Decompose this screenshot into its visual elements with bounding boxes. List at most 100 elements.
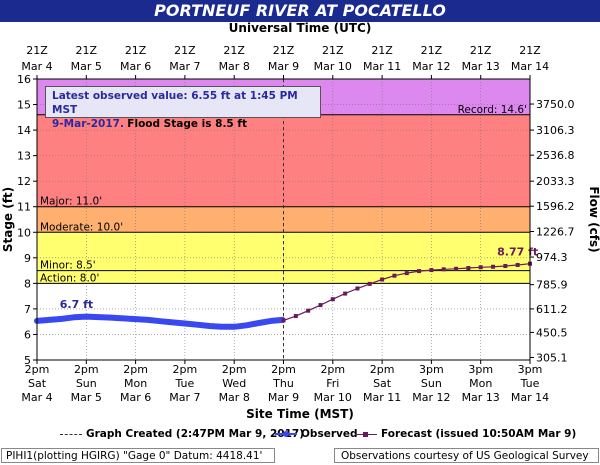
forecast-legend: Forecast (issued 10:50AM Mar 9) (355, 428, 576, 440)
top-tick-hour: 21Z (223, 44, 245, 57)
y-tick-label: 12 (17, 175, 31, 188)
flow-tick-label: 2536.8 (536, 149, 575, 162)
flow-tick-label: 3106.3 (536, 124, 575, 137)
flood-stage-text: Flood Stage is 8.5 ft (127, 118, 247, 130)
bottom-tick-time: 2pm (370, 363, 395, 376)
forecast-point (429, 268, 434, 273)
threshold-label: Record: 14.6' (458, 104, 527, 116)
observed-point (145, 317, 151, 323)
latest-observed-date: 9-Mar-2017. (52, 118, 124, 130)
forecast-point (392, 273, 397, 278)
top-tick-date: Mar 7 (169, 60, 200, 73)
forecast-point (293, 314, 298, 319)
observed-label: Observed (301, 428, 358, 440)
y-tick-label: 9 (24, 252, 31, 265)
top-tick-hour: 21Z (470, 44, 492, 57)
y-tick-label: 11 (17, 201, 31, 214)
bottom-tick-date: Mar 4 (21, 391, 52, 404)
top-tick-date: Mar 10 (314, 60, 352, 73)
flow-tick-label: 611.2 (536, 303, 568, 316)
y-tick-label: 10 (17, 226, 31, 239)
top-tick-hour: 21Z (125, 44, 147, 57)
top-tick-hour: 21Z (174, 44, 196, 57)
observed-point (157, 318, 163, 324)
observed-swatch (275, 431, 297, 437)
flow-tick-label: 785.9 (536, 279, 568, 292)
bottom-tick-date: Mar 8 (219, 391, 250, 404)
forecast-point (454, 266, 459, 271)
latest-observed-text: Latest observed value: 6.55 ft at 1:45 P… (52, 90, 298, 116)
flow-tick-label: 1226.7 (536, 226, 575, 239)
top-tick-hour: 21Z (26, 44, 48, 57)
top-tick-date: Mar 13 (462, 60, 500, 73)
observed-point (244, 322, 250, 328)
bottom-tick-time: 2pm (74, 363, 99, 376)
title-bar: PORTNEUF RIVER AT POCATELLO (0, 0, 600, 22)
bottom-tick-date: Mar 12 (412, 391, 450, 404)
top-tick-date: Mar 11 (363, 60, 401, 73)
bottom-tick-day: Thu (272, 377, 294, 390)
observed-point (194, 322, 200, 328)
observed-point (219, 324, 225, 330)
footer-datum-box: PIHI1(plotting HGIRG) "Gage 0" Datum: 44… (1, 448, 275, 463)
bottom-tick-date: Mar 14 (511, 391, 549, 404)
observed-point (268, 318, 274, 324)
x-axis-title: Site Time (MST) (246, 407, 354, 421)
observed-point (108, 315, 114, 321)
bottom-tick-date: Mar 7 (169, 391, 200, 404)
observed-point (120, 315, 126, 321)
forecast-swatch (355, 431, 377, 437)
bottom-tick-day: Wed (222, 377, 246, 390)
bottom-tick-day: Sat (28, 377, 47, 390)
flood-stage-line: 9-Mar-2017. Flood Stage is 8.5 ft (52, 117, 314, 131)
bottom-tick-time: 2pm (222, 363, 247, 376)
top-tick-hour: 21Z (76, 44, 98, 57)
threshold-label: Minor: 8.5' (40, 260, 96, 272)
forecast-point (343, 291, 348, 296)
observed-point (170, 319, 176, 325)
threshold-label: Moderate: 10.0' (40, 221, 123, 233)
top-tick-date: Mar 8 (219, 60, 250, 73)
threshold-label: Action: 8.0' (40, 272, 99, 284)
y-tick-label: 6 (24, 328, 31, 341)
flow-tick-label: 305.1 (536, 351, 568, 364)
info-box: Latest observed value: 6.55 ft at 1:45 P… (45, 86, 321, 130)
top-tick-hour: 21Z (421, 44, 443, 57)
top-tick-date: Mar 14 (511, 60, 549, 73)
y-tick-label: 5 (24, 354, 31, 367)
bottom-tick-time: 3pm (518, 363, 543, 376)
bottom-tick-date: Mar 13 (462, 391, 500, 404)
forecast-label: Forecast (issued 10:50AM Mar 9) (381, 428, 577, 440)
top-tick-date: Mar 4 (21, 60, 52, 73)
y-tick-label: 14 (17, 124, 31, 137)
forecast-value-label: 8.77 ft (497, 246, 538, 259)
y-tick-label: 15 (17, 99, 31, 112)
flow-tick-label: 1596.2 (536, 200, 575, 213)
forecast-point (503, 263, 508, 268)
flow-tick-label: 2033.3 (536, 175, 575, 188)
courtesy-text: Observations courtesy of US Geological S… (341, 450, 589, 462)
top-tick-hour: 21Z (371, 44, 393, 57)
y-tick-label: 7 (24, 303, 31, 316)
top-tick-hour: 21Z (519, 44, 541, 57)
observed-point (231, 324, 237, 330)
bottom-tick-date: Mar 11 (363, 391, 401, 404)
flow-tick-label: 3750.0 (536, 98, 575, 111)
bottom-tick-day: Sun (421, 377, 442, 390)
bottom-tick-time: 2pm (123, 363, 148, 376)
observed-legend: Observed (275, 428, 357, 440)
forecast-point (417, 269, 422, 274)
bottom-tick-time: 2pm (173, 363, 198, 376)
forecast-point (281, 318, 286, 323)
bottom-tick-date: Mar 6 (120, 391, 151, 404)
observed-point (71, 314, 77, 320)
bottom-tick-time: 3pm (419, 363, 444, 376)
bottom-tick-day: Tue (520, 377, 540, 390)
datum-text: PIHI1(plotting HGIRG) "Gage 0" Datum: 44… (6, 450, 263, 462)
observed-point (59, 316, 65, 322)
y-axis-title: Stage (ft) (1, 187, 15, 252)
observed-point (207, 323, 213, 329)
top-tick-date: Mar 5 (71, 60, 102, 73)
forecast-point (367, 281, 372, 286)
top-axis-title: Universal Time (UTC) (228, 21, 372, 35)
